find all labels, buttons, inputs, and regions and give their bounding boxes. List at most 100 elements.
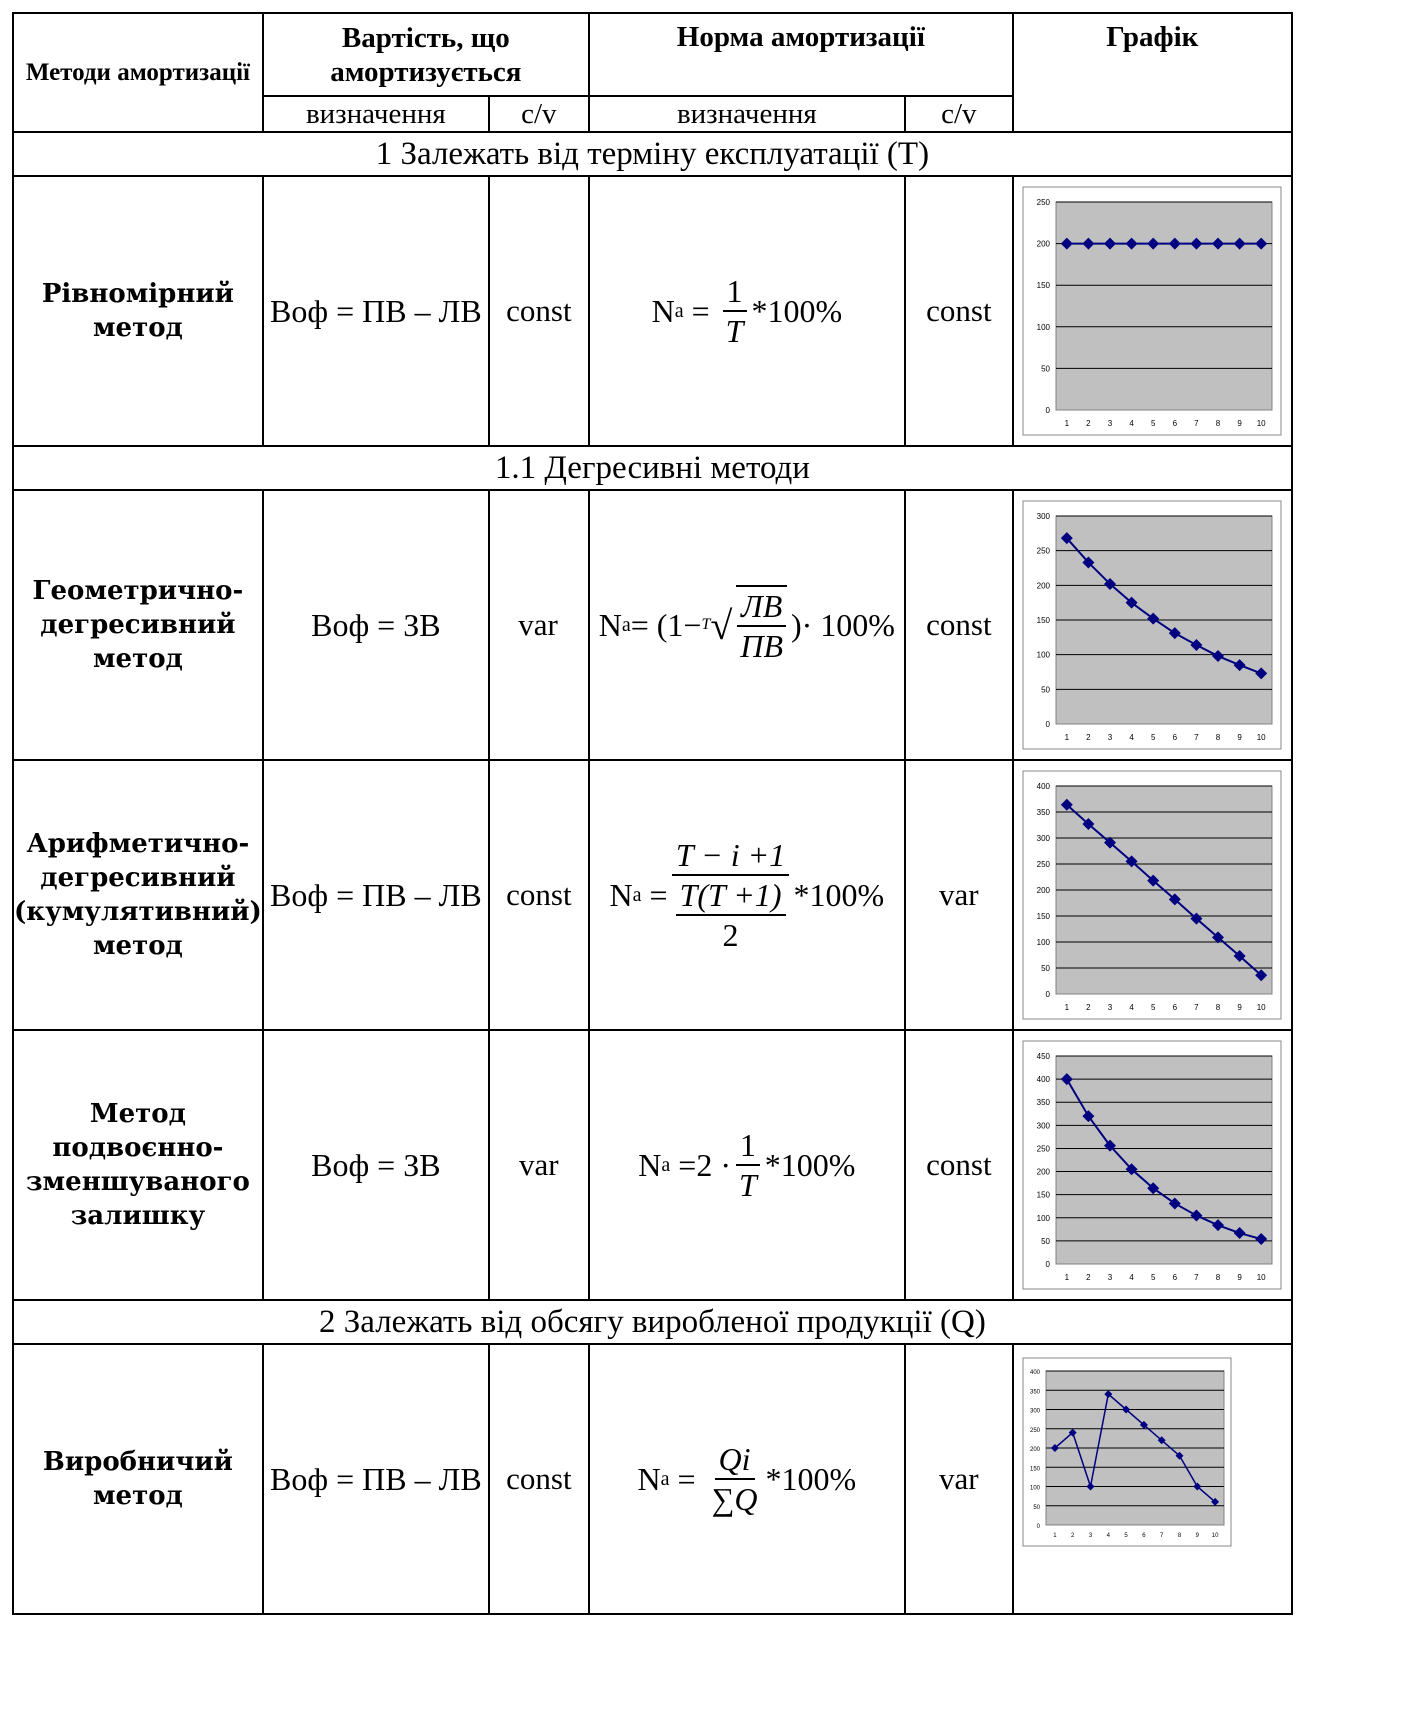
data-point (1157, 1436, 1166, 1445)
cost-cv: const (487, 1343, 590, 1615)
chart-cell: 0 50 100 150 200 250 1 2 3 4 5 6 7 8 9 10 (1011, 175, 1293, 447)
data-point (1255, 1233, 1268, 1246)
data-point (1212, 237, 1225, 250)
y-tick-label: 300 (1037, 512, 1051, 521)
x-tick-label: 1 (1065, 1273, 1070, 1282)
data-point (1255, 969, 1268, 982)
x-tick-label: 9 (1238, 733, 1243, 742)
cost-cv: var (487, 489, 590, 761)
data-point (1212, 650, 1225, 663)
y-tick-label: 350 (1030, 1389, 1041, 1395)
y-tick-label: 300 (1037, 834, 1051, 843)
x-tick-label: 10 (1257, 1273, 1266, 1282)
data-point (1104, 1390, 1113, 1399)
data-point (1061, 532, 1074, 545)
section-volume: 2 Залежать від обсягу виробленої продукц… (12, 1299, 1293, 1345)
data-point (1190, 912, 1203, 925)
header-cost-cv: c/v (487, 95, 590, 133)
y-tick-label: 200 (1037, 886, 1051, 895)
data-point (1190, 1209, 1203, 1222)
y-tick-label: 350 (1037, 1098, 1051, 1107)
x-tick-label: 4 (1130, 419, 1135, 428)
y-tick-label: 100 (1037, 938, 1051, 947)
data-point (1169, 237, 1182, 250)
header-methods: Методи амортизації (12, 12, 264, 133)
chart-arithmetic: 0 50 100 150 200 250 300 350 400 1 2 3 4 5 6 7 8 9 10 (1022, 770, 1282, 1020)
x-tick-label: 4 (1130, 733, 1135, 742)
data-point (1086, 1482, 1095, 1491)
y-tick-label: 100 (1037, 323, 1051, 332)
cost-cv: var (487, 1029, 590, 1301)
x-tick-label: 2 (1087, 1273, 1092, 1282)
y-tick-label: 300 (1030, 1409, 1041, 1415)
y-tick-label: 50 (1041, 685, 1050, 694)
x-tick-label: 7 (1160, 1533, 1164, 1539)
data-point (1082, 1110, 1095, 1123)
data-point (1147, 1182, 1160, 1195)
cost-cv: const (487, 759, 590, 1031)
y-tick-label: 400 (1037, 1075, 1051, 1084)
y-tick-label: 400 (1030, 1370, 1041, 1376)
header-rate-cv: c/v (903, 95, 1014, 133)
y-tick-label: 200 (1037, 240, 1051, 249)
data-point (1068, 1428, 1077, 1437)
x-tick-label: 6 (1173, 733, 1178, 742)
rate-cv: var (903, 1343, 1014, 1615)
chart-geometric: 0 50 100 150 200 250 300 1 2 3 4 5 6 7 8 9 10 (1022, 500, 1282, 750)
header-depreciable-cost: Вартість, що амортизується (261, 12, 590, 97)
x-tick-label: 3 (1089, 1533, 1093, 1539)
y-tick-label: 150 (1037, 281, 1051, 290)
x-tick-label: 6 (1142, 1533, 1146, 1539)
y-tick-label: 450 (1037, 1052, 1051, 1061)
depreciation-methods-table: Методи амортизації Вартість, що амортизу… (12, 12, 1293, 1615)
x-tick-label: 8 (1216, 1003, 1221, 1012)
chart-cell: 0 50 100 150 200 250 300 350 400 1 2 3 4 5 6 7 8 9 10 (1011, 1343, 1293, 1615)
cost-formula: Bоф = ПВ – ЛВ (261, 175, 490, 447)
cost-formula: Bоф = ЗВ (261, 489, 490, 761)
chart-cell: 0 50 100 150 200 250 300 350 400 1 2 3 4 5 6 7 8 9 10 (1011, 759, 1293, 1031)
x-tick-label: 10 (1257, 419, 1266, 428)
series-line (1066, 1078, 1262, 1241)
y-tick-label: 50 (1041, 964, 1050, 973)
method-double-declining: Метод подвоєнно-зменшуваного залишку (12, 1029, 264, 1301)
data-point (1082, 556, 1095, 569)
y-tick-label: 50 (1033, 1505, 1040, 1511)
x-tick-label: 6 (1173, 1003, 1178, 1012)
chart-double-declining: 0 50 100 150 200 250 300 350 400 450 1 2 3 4 5 6 7 8 9 10 (1022, 1040, 1282, 1290)
y-tick-label: 250 (1037, 1144, 1051, 1153)
data-point (1210, 1497, 1219, 1506)
x-tick-label: 7 (1195, 733, 1200, 742)
data-point (1061, 237, 1074, 250)
x-tick-label: 5 (1151, 419, 1156, 428)
x-tick-label: 7 (1195, 1273, 1200, 1282)
y-tick-label: 250 (1030, 1428, 1041, 1434)
chart-cell: 0 50 100 150 200 250 300 1 2 3 4 5 6 7 8 9 10 (1011, 489, 1293, 761)
x-tick-label: 5 (1151, 1273, 1156, 1282)
y-tick-label: 300 (1037, 1121, 1051, 1130)
header-chart: Графік (1011, 12, 1293, 133)
data-point (1125, 1163, 1138, 1176)
rate-cv: const (903, 489, 1014, 761)
data-point (1061, 798, 1074, 811)
x-tick-label: 8 (1178, 1533, 1182, 1539)
section-term: 1 Залежать від терміну експлуатації (Т) (12, 131, 1293, 177)
header-rate-definition: визначення (587, 95, 906, 133)
series-line (1066, 803, 1263, 977)
data-point (1233, 659, 1246, 672)
data-point (1082, 237, 1095, 250)
data-point (1147, 237, 1160, 250)
x-tick-label: 4 (1106, 1533, 1110, 1539)
x-tick-label: 1 (1065, 1003, 1070, 1012)
data-point (1104, 836, 1117, 849)
y-tick-label: 0 (1046, 1260, 1051, 1269)
x-tick-label: 2 (1087, 419, 1092, 428)
y-tick-label: 250 (1037, 547, 1051, 556)
x-tick-label: 8 (1216, 733, 1221, 742)
y-tick-label: 50 (1041, 364, 1050, 373)
data-point (1233, 237, 1246, 250)
x-tick-label: 5 (1151, 733, 1156, 742)
y-tick-label: 150 (1037, 1191, 1051, 1200)
data-point (1125, 237, 1138, 250)
